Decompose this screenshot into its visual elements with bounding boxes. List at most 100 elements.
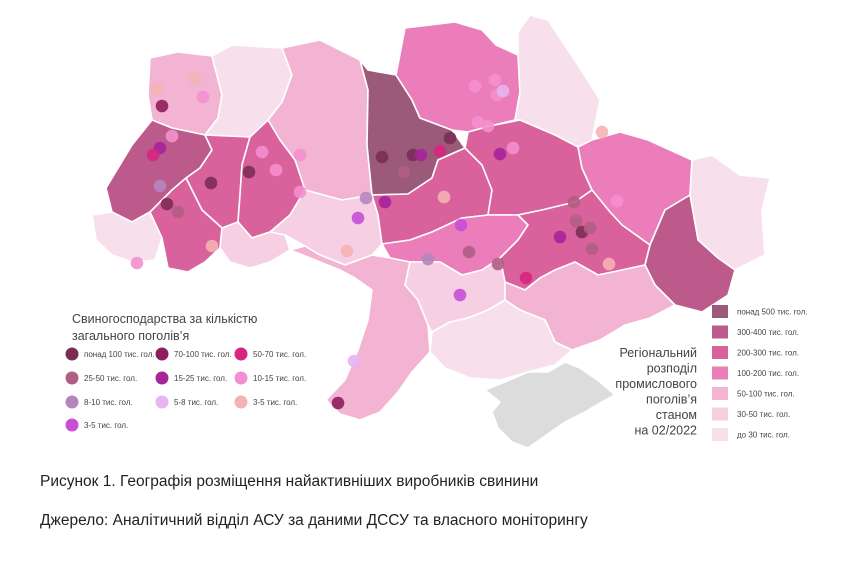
producer-dot bbox=[255, 145, 269, 159]
region-legend-swatch bbox=[712, 387, 728, 400]
producer-dot bbox=[421, 252, 435, 266]
dot-legend-label: 25-50 тис. гол. bbox=[84, 374, 137, 383]
producer-dot bbox=[269, 163, 283, 177]
dot-legend-swatch bbox=[65, 395, 79, 409]
producer-dot bbox=[378, 195, 392, 209]
dot-legend-items: понад 100 тис. гол. 70-100 тис. гол. 50-70… bbox=[65, 347, 306, 432]
region-legend-label: до 30 тис. гол. bbox=[737, 431, 790, 440]
region-legend-title-line: станом bbox=[656, 408, 697, 422]
producer-dot bbox=[171, 205, 185, 219]
dot-legend-label: 3-5 тис. гол. bbox=[84, 421, 128, 430]
dot-legend-swatch bbox=[155, 371, 169, 385]
dot-legend-title-line2: загального поголів’я bbox=[72, 329, 189, 343]
producer-dot bbox=[610, 194, 624, 208]
region-legend-swatch bbox=[712, 305, 728, 318]
dot-legend-swatch bbox=[65, 371, 79, 385]
producer-dot bbox=[488, 73, 502, 87]
producer-dot bbox=[130, 256, 144, 270]
region-legend-swatch bbox=[712, 325, 728, 339]
dot-legend: Свиногосподарства за кількістю загальног… bbox=[65, 312, 306, 432]
producer-dot bbox=[340, 244, 354, 258]
dot-legend-swatch bbox=[234, 347, 248, 361]
producer-dot bbox=[331, 396, 345, 410]
region-legend-title-line: поголів’я bbox=[646, 393, 697, 407]
producer-dot bbox=[602, 257, 616, 271]
producer-dot bbox=[165, 129, 179, 143]
region-crimea bbox=[484, 361, 616, 449]
dot-legend-label: 3-5 тис. гол. bbox=[253, 398, 297, 407]
producer-dot bbox=[453, 288, 467, 302]
producer-dot bbox=[375, 150, 389, 164]
producer-dot bbox=[160, 197, 174, 211]
producer-dot bbox=[242, 165, 256, 179]
producer-dot bbox=[468, 79, 482, 93]
dot-legend-label: 10-15 тис. гол. bbox=[253, 374, 306, 383]
dot-legend-label: 70-100 тис. гол. bbox=[174, 350, 232, 359]
dot-legend-label: 8-10 тис. гол. bbox=[84, 398, 133, 407]
region-legend-swatch bbox=[712, 407, 728, 421]
producer-dot bbox=[443, 131, 457, 145]
region-legend-label: понад 500 тис. гол. bbox=[737, 308, 808, 317]
region-legend-title-line: промислового bbox=[615, 377, 697, 391]
region-legend-title-line: на 02/2022 bbox=[634, 424, 697, 438]
region-legend-label: 300-400 тис. гол. bbox=[737, 328, 799, 337]
producer-dot bbox=[553, 230, 567, 244]
figure-caption: Рисунок 1. Географія розміщення найактив… bbox=[40, 473, 539, 490]
producer-dot bbox=[454, 218, 468, 232]
dot-legend-swatch bbox=[155, 395, 169, 409]
region-legend-label: 50-100 тис. гол. bbox=[737, 390, 795, 399]
dot-legend-swatch bbox=[65, 418, 79, 432]
producer-dot bbox=[293, 148, 307, 162]
region-legend-title-line: розподіл bbox=[647, 362, 697, 376]
region-zakarpattia bbox=[91, 211, 163, 263]
producer-dot bbox=[462, 245, 476, 259]
producer-dot bbox=[196, 90, 210, 104]
producer-dot bbox=[567, 195, 581, 209]
region-legend-swatch bbox=[712, 428, 728, 441]
producer-dot bbox=[188, 72, 202, 86]
region-legend-label: 100-200 тис. гол. bbox=[737, 369, 799, 378]
producer-dot bbox=[153, 179, 167, 193]
producer-dot bbox=[481, 119, 495, 133]
producer-dot bbox=[433, 144, 447, 158]
producer-dot bbox=[496, 84, 510, 98]
dot-legend-title-line1: Свиногосподарства за кількістю bbox=[72, 312, 257, 326]
producer-dot bbox=[150, 82, 164, 96]
dot-legend-label: 50-70 тис. гол. bbox=[253, 350, 306, 359]
producer-dot bbox=[397, 165, 411, 179]
producer-dot bbox=[204, 176, 218, 190]
producer-dot bbox=[146, 148, 160, 162]
region-legend-title-line: Регіональний bbox=[619, 346, 697, 360]
region-legend-label: 30-50 тис. гол. bbox=[737, 410, 790, 419]
source-caption: Джерело: Аналітичний відділ АСУ за даним… bbox=[40, 512, 588, 529]
region-kherson bbox=[429, 299, 573, 381]
producer-dot bbox=[519, 271, 533, 285]
dot-legend-label: 5-8 тис. гол. bbox=[174, 398, 218, 407]
producer-dot bbox=[583, 221, 597, 235]
region-legend-items: понад 500 тис. гол. 300-400 тис. гол. 200-… bbox=[712, 305, 808, 441]
producer-dot bbox=[585, 242, 599, 256]
dot-legend-label: понад 100 тис. гол. bbox=[84, 350, 155, 359]
producer-dot bbox=[347, 354, 361, 368]
producer-dot bbox=[414, 148, 428, 162]
producer-dot bbox=[437, 190, 451, 204]
dot-legend-swatch bbox=[155, 347, 169, 361]
producer-dot bbox=[569, 214, 583, 228]
region-legend-label: 200-300 тис. гол. bbox=[737, 349, 799, 358]
dot-legend-swatch bbox=[234, 371, 248, 385]
producer-dot bbox=[351, 211, 365, 225]
producer-dot bbox=[205, 239, 219, 253]
producer-dot bbox=[293, 185, 307, 199]
dot-legend-swatch bbox=[65, 347, 79, 361]
producer-dot bbox=[595, 125, 609, 139]
producer-dot bbox=[359, 191, 373, 205]
producer-dot bbox=[471, 115, 485, 129]
region-legend-swatch bbox=[712, 346, 728, 359]
region-odesa bbox=[289, 245, 431, 421]
producer-dot bbox=[155, 99, 169, 113]
producer-dot bbox=[491, 257, 505, 271]
producer-dot bbox=[506, 141, 520, 155]
